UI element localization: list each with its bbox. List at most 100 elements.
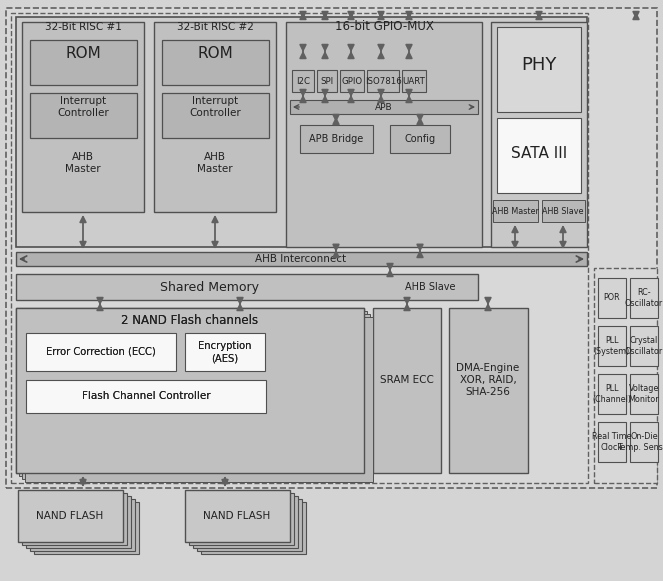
Text: POR: POR xyxy=(604,293,621,303)
Text: Encryption
(AES): Encryption (AES) xyxy=(198,341,252,363)
Bar xyxy=(317,70,337,92)
Bar xyxy=(22,22,144,212)
Bar xyxy=(402,70,426,92)
Bar xyxy=(630,374,658,414)
Text: Flash Channel Controller: Flash Channel Controller xyxy=(82,391,210,401)
Bar xyxy=(26,333,176,371)
Bar xyxy=(630,278,658,318)
Bar xyxy=(22,493,127,545)
Bar xyxy=(598,326,626,366)
Bar xyxy=(16,274,478,300)
Text: AHB Slave: AHB Slave xyxy=(542,206,583,216)
Bar xyxy=(189,493,294,545)
Text: Interrupt
Controller: Interrupt Controller xyxy=(189,96,241,118)
Bar xyxy=(162,93,269,138)
Bar xyxy=(193,496,298,548)
Text: Interrupt
Controller: Interrupt Controller xyxy=(57,96,109,118)
Text: 32-Bit RISC #1: 32-Bit RISC #1 xyxy=(44,22,121,32)
Bar xyxy=(185,333,265,371)
Bar xyxy=(26,496,131,548)
Text: AHB
Master: AHB Master xyxy=(65,152,101,174)
Text: Encryption
(AES): Encryption (AES) xyxy=(198,341,252,363)
Bar xyxy=(185,490,290,542)
Bar xyxy=(197,499,302,551)
Bar xyxy=(26,380,266,413)
Text: ISO7816: ISO7816 xyxy=(365,77,401,85)
Bar xyxy=(493,200,538,222)
Bar xyxy=(491,22,587,247)
Text: DMA-Engine
XOR, RAID,
SHA-256: DMA-Engine XOR, RAID, SHA-256 xyxy=(456,363,520,397)
Text: SPI: SPI xyxy=(320,77,333,85)
Text: PLL
(Channel): PLL (Channel) xyxy=(593,384,631,404)
Text: UART: UART xyxy=(402,77,426,85)
Bar xyxy=(34,502,139,554)
Text: Real Time
Clock: Real Time Clock xyxy=(592,432,632,452)
Bar xyxy=(497,27,581,112)
Text: APB Bridge: APB Bridge xyxy=(309,134,363,144)
Text: 16-bit GPIO-MUX: 16-bit GPIO-MUX xyxy=(335,20,434,34)
Bar xyxy=(290,100,478,114)
Text: Error Correction (ECC): Error Correction (ECC) xyxy=(46,347,156,357)
Bar xyxy=(286,22,482,247)
Bar xyxy=(449,308,528,473)
Text: On-Die
Temp. Sensor: On-Die Temp. Sensor xyxy=(617,432,663,452)
Text: ROM: ROM xyxy=(197,46,233,62)
Bar xyxy=(373,308,441,473)
Bar xyxy=(598,422,626,462)
Bar xyxy=(185,333,265,371)
Bar xyxy=(30,93,137,138)
Bar xyxy=(497,118,581,193)
Text: Error Correction (ECC): Error Correction (ECC) xyxy=(46,347,156,357)
Bar xyxy=(390,125,450,153)
Bar xyxy=(598,374,626,414)
Text: GPIO: GPIO xyxy=(341,77,363,85)
Text: APB: APB xyxy=(375,102,392,112)
Bar xyxy=(18,490,123,542)
Text: Flash Channel Controller: Flash Channel Controller xyxy=(82,391,210,401)
Bar xyxy=(30,40,137,85)
Bar xyxy=(201,502,306,554)
Bar xyxy=(6,8,657,488)
Text: 2 NAND Flash channels: 2 NAND Flash channels xyxy=(121,314,259,327)
Text: AHB Master: AHB Master xyxy=(491,206,538,216)
Bar xyxy=(26,333,176,371)
Bar xyxy=(630,326,658,366)
Bar xyxy=(26,380,266,413)
Bar xyxy=(16,308,364,473)
Text: PLL
(System): PLL (System) xyxy=(594,336,630,356)
Text: AHB Slave: AHB Slave xyxy=(404,282,455,292)
Text: PHY: PHY xyxy=(521,56,557,74)
Bar xyxy=(630,422,658,462)
Bar xyxy=(154,22,276,212)
Text: NAND FLASH: NAND FLASH xyxy=(36,511,103,521)
Text: ROM: ROM xyxy=(65,46,101,62)
Bar xyxy=(22,314,370,479)
Text: AHB
Master: AHB Master xyxy=(197,152,233,174)
Text: Shared Memory: Shared Memory xyxy=(160,281,259,293)
Bar xyxy=(16,17,587,247)
Bar xyxy=(162,40,269,85)
Text: AHB Interconnect: AHB Interconnect xyxy=(255,254,347,264)
Text: NAND FLASH: NAND FLASH xyxy=(204,511,271,521)
Text: I2C: I2C xyxy=(296,77,310,85)
Bar xyxy=(11,13,588,483)
Bar xyxy=(16,252,587,266)
Text: 2 NAND Flash channels: 2 NAND Flash channels xyxy=(121,314,259,327)
Text: Crystal
Oscillator: Crystal Oscillator xyxy=(625,336,663,356)
Text: SRAM ECC: SRAM ECC xyxy=(380,375,434,385)
Bar xyxy=(300,125,373,153)
Bar xyxy=(19,311,367,476)
Bar xyxy=(367,70,399,92)
Bar xyxy=(16,308,364,473)
Text: Config: Config xyxy=(404,134,436,144)
Bar xyxy=(340,70,364,92)
Text: Voltage
Monitor: Voltage Monitor xyxy=(629,384,659,404)
Bar xyxy=(594,268,657,483)
Text: SATA III: SATA III xyxy=(511,145,567,160)
Text: 32-Bit RISC #2: 32-Bit RISC #2 xyxy=(176,22,253,32)
Bar xyxy=(598,278,626,318)
Bar xyxy=(30,499,135,551)
Bar xyxy=(292,70,314,92)
Bar xyxy=(25,317,373,482)
Bar xyxy=(542,200,585,222)
